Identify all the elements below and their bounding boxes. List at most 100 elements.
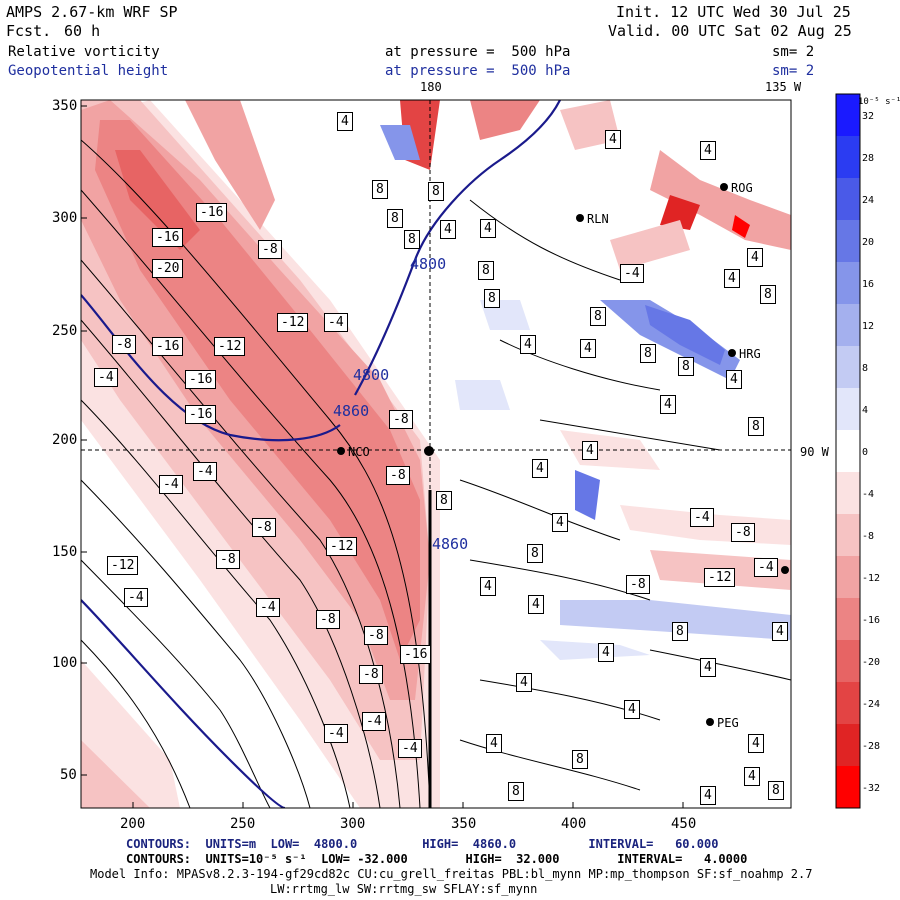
vorticity-label-negative: -8: [364, 626, 388, 645]
vorticity-label-negative: -4: [124, 588, 148, 607]
vorticity-label-negative: -8: [216, 550, 240, 569]
vorticity-label-negative: -20: [152, 259, 184, 278]
vorticity-label-negative: -4: [754, 558, 778, 577]
y-tick-50: 50: [60, 767, 77, 783]
y-tick-100: 100: [52, 655, 78, 671]
vorticity-label-negative: -12: [277, 313, 309, 332]
colorbar-swatch: [836, 346, 860, 389]
station-nco-marker: [337, 447, 345, 455]
vorticity-label-positive: 4: [700, 786, 716, 805]
colorbar-tick-label: 0: [862, 447, 869, 458]
vorticity-label-positive: 4: [516, 673, 532, 692]
vorticity-label-positive: 8: [672, 622, 688, 641]
colorbar-tick-label: 20: [862, 237, 875, 248]
vorticity-label-positive: 8: [590, 307, 606, 326]
vorticity-label-negative: -4: [398, 739, 422, 758]
colorbar-tick-label: -16: [862, 615, 881, 626]
vorticity-label-positive: 8: [678, 357, 694, 376]
field2-name: Geopotential height: [8, 63, 169, 79]
vorticity-label-positive: 4: [486, 734, 502, 753]
colorbar-swatch: [836, 304, 860, 347]
colorbar-swatch: [836, 682, 860, 725]
colorbar-tick-label: -8: [862, 531, 875, 542]
top-lon-label-135w: 135 W: [765, 80, 802, 94]
vorticity-label-positive: 4: [700, 141, 716, 160]
vorticity-label-negative: -12: [704, 568, 736, 587]
vorticity-label-positive: 4: [440, 220, 456, 239]
vorticity-label-negative: -4: [94, 368, 118, 387]
field1-smoothing: sm= 2: [772, 44, 815, 60]
x-tick-350: 350: [451, 816, 477, 832]
axis-ticks: [81, 105, 684, 808]
colorbar-tick-label: 32: [862, 111, 875, 122]
vorticity-label-positive: 8: [748, 417, 764, 436]
colorbar-tick-label: -4: [862, 489, 875, 500]
vorticity-label-negative: -4: [324, 313, 348, 332]
fcst-label: Fcst.: [6, 22, 52, 40]
vorticity-label-positive: 8: [508, 782, 524, 801]
station-center-marker: [424, 446, 434, 456]
colorbar-swatch: [836, 262, 860, 305]
colorbar-tick-label: -32: [862, 783, 881, 794]
x-tick-400: 400: [561, 816, 587, 832]
vorticity-label-negative: -12: [326, 537, 358, 556]
colorbar-unit: 10⁻⁵ s⁻¹: [858, 97, 900, 107]
vorticity-label-negative: -16: [400, 645, 432, 664]
vorticity-label-negative: -4: [362, 712, 386, 731]
top-lon-label-180: 180: [420, 80, 442, 94]
colorbar-tick-label: -28: [862, 741, 881, 752]
y-tick-350: 350: [52, 98, 78, 114]
colorbar: [835, 93, 861, 809]
x-tick-300: 300: [340, 816, 366, 832]
vorticity-label-negative: -16: [152, 228, 184, 247]
vorticity-label-negative: -8: [112, 335, 136, 354]
y-tick-250: 250: [52, 323, 78, 339]
vorticity-label-negative: -16: [196, 203, 228, 222]
colorbar-tick-label: 12: [862, 321, 875, 332]
vorticity-label-positive: 4: [624, 700, 640, 719]
colorbar-tick-label: 24: [862, 195, 875, 206]
vorticity-label-negative: -4: [159, 475, 183, 494]
colorbar-tick-label: 8: [862, 363, 869, 374]
vorticity-label-positive: 4: [582, 441, 598, 460]
contour-info-vorticity: CONTOURS: UNITS=10⁻⁵ s⁻¹ LOW= -32.000 HI…: [126, 852, 748, 866]
vorticity-label-positive: 4: [480, 219, 496, 238]
vorticity-label-negative: -16: [185, 405, 217, 424]
height-label: 4860: [333, 402, 370, 420]
vorticity-label-negative: -4: [324, 724, 348, 743]
plot-frame: [80, 99, 792, 809]
colorbar-tick-label: 28: [862, 153, 875, 164]
y-tick-200: 200: [52, 432, 78, 448]
colorbar-tick-label: -24: [862, 699, 881, 710]
colorbar-tick-label: -20: [862, 657, 881, 668]
vorticity-label-positive: 4: [480, 577, 496, 596]
x-tick-200: 200: [120, 816, 146, 832]
physics-info: LW:rrtmg_lw SW:rrtmg_sw SFLAY:sf_mynn: [270, 882, 538, 896]
vorticity-label-positive: 4: [747, 248, 763, 267]
y-tick-150: 150: [52, 544, 78, 560]
vorticity-label-positive: 8: [372, 180, 388, 199]
field1-name: Relative vorticity: [8, 44, 160, 60]
vorticity-label-negative: -8: [258, 240, 282, 259]
vorticity-label-negative: -4: [620, 264, 644, 283]
vorticity-label-positive: 4: [337, 112, 353, 131]
vorticity-label-positive: 8: [436, 491, 452, 510]
fcst-value: 60 h: [64, 22, 101, 40]
vorticity-label-negative: -4: [690, 508, 714, 527]
colorbar-swatch: [836, 640, 860, 683]
colorbar-swatch: [836, 766, 860, 809]
height-label: 4800: [353, 366, 390, 384]
x-tick-450: 450: [671, 816, 697, 832]
station-hrg-marker: [728, 349, 736, 357]
colorbar-swatch: [836, 220, 860, 263]
vorticity-label-positive: 4: [580, 339, 596, 358]
vorticity-label-negative: -12: [214, 337, 246, 356]
vorticity-label-positive: 8: [404, 230, 420, 249]
vorticity-label-positive: 4: [528, 595, 544, 614]
station-rog-label: ROG: [731, 181, 753, 195]
colorbar-swatch: [836, 472, 860, 515]
vorticity-label-positive: 8: [572, 750, 588, 769]
station-hrg-label: HRG: [739, 347, 761, 361]
vorticity-label-negative: -8: [252, 518, 276, 537]
